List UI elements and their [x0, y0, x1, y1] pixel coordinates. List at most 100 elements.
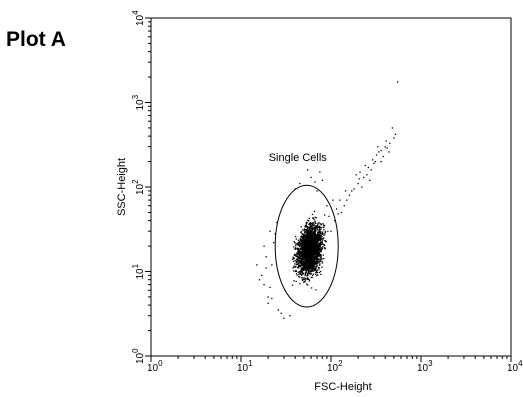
event-point — [317, 248, 319, 250]
event-point — [308, 238, 311, 240]
event-point — [315, 243, 317, 245]
event-point — [304, 264, 306, 266]
event-point — [316, 252, 319, 254]
event-point — [308, 256, 310, 258]
event-point — [314, 225, 316, 227]
event-point — [310, 243, 313, 245]
event-point — [322, 243, 324, 246]
event-point — [316, 259, 318, 261]
event-point — [267, 296, 269, 298]
event-point — [306, 244, 308, 246]
event-point — [317, 251, 320, 254]
event-point — [300, 247, 302, 250]
event-point — [309, 248, 312, 250]
event-point — [320, 247, 322, 249]
event-point — [302, 252, 304, 255]
event-point — [307, 226, 310, 229]
event-point — [305, 256, 307, 258]
event-point — [298, 276, 300, 278]
event-point — [296, 261, 298, 263]
event-point — [297, 248, 299, 250]
event-point — [300, 241, 303, 243]
event-point — [265, 256, 267, 258]
event-point — [310, 241, 312, 243]
event-point — [317, 236, 319, 238]
event-point — [294, 259, 296, 262]
event-point — [311, 230, 313, 232]
event-point — [375, 154, 378, 156]
event-point — [298, 251, 301, 253]
event-point — [312, 264, 314, 267]
event-point — [317, 234, 319, 236]
gate-ellipse — [274, 184, 339, 308]
event-point — [315, 251, 318, 253]
event-point — [299, 266, 301, 268]
event-point — [313, 231, 315, 234]
event-point — [307, 233, 309, 235]
event-point — [309, 260, 311, 262]
event-point — [316, 249, 318, 252]
event-point — [306, 254, 308, 256]
event-point — [302, 263, 304, 265]
event-point — [394, 133, 397, 135]
event-point — [319, 171, 321, 173]
event-point — [313, 249, 316, 251]
event-point — [273, 242, 275, 244]
event-point — [304, 269, 306, 271]
event-point — [306, 266, 309, 269]
event-point — [310, 247, 312, 249]
event-point — [322, 239, 324, 241]
x-tick-label: 104 — [507, 359, 523, 374]
event-point — [317, 258, 320, 260]
event-point — [299, 182, 301, 185]
event-point — [307, 261, 309, 263]
event-point — [344, 190, 347, 192]
event-point — [321, 231, 324, 233]
event-point — [366, 174, 368, 176]
event-point — [305, 232, 307, 234]
event-point — [303, 254, 305, 256]
event-point — [261, 274, 263, 277]
event-point — [313, 257, 315, 259]
event-point — [301, 236, 303, 239]
event-point — [313, 240, 315, 242]
event-point — [297, 241, 299, 244]
event-point — [312, 233, 314, 235]
event-point — [301, 268, 303, 270]
event-point — [313, 235, 315, 238]
event-point — [310, 259, 312, 261]
event-point — [301, 269, 303, 272]
event-point — [317, 250, 319, 252]
event-point — [334, 220, 336, 222]
event-point — [310, 258, 313, 260]
event-point — [313, 261, 315, 264]
event-point — [314, 228, 316, 230]
event-point — [316, 261, 318, 263]
event-point — [397, 81, 399, 83]
event-point — [321, 248, 323, 250]
event-point — [308, 264, 310, 266]
event-point — [302, 244, 304, 247]
event-point — [316, 246, 318, 248]
event-point — [317, 251, 319, 253]
event-point — [300, 236, 302, 238]
event-point — [313, 237, 316, 239]
event-point — [303, 267, 305, 269]
event-point — [307, 278, 310, 280]
event-point — [258, 279, 261, 281]
event-point — [359, 171, 361, 173]
event-point — [308, 265, 311, 267]
event-point — [308, 243, 310, 245]
event-point — [315, 217, 317, 219]
event-point — [302, 269, 305, 272]
event-point — [320, 273, 322, 275]
event-point — [315, 227, 317, 229]
event-point — [310, 249, 312, 251]
event-point — [310, 231, 312, 233]
event-point — [364, 164, 366, 167]
event-point — [310, 273, 313, 275]
event-point — [308, 227, 310, 229]
event-point — [308, 236, 310, 239]
event-point — [310, 266, 312, 269]
event-point — [305, 268, 307, 270]
